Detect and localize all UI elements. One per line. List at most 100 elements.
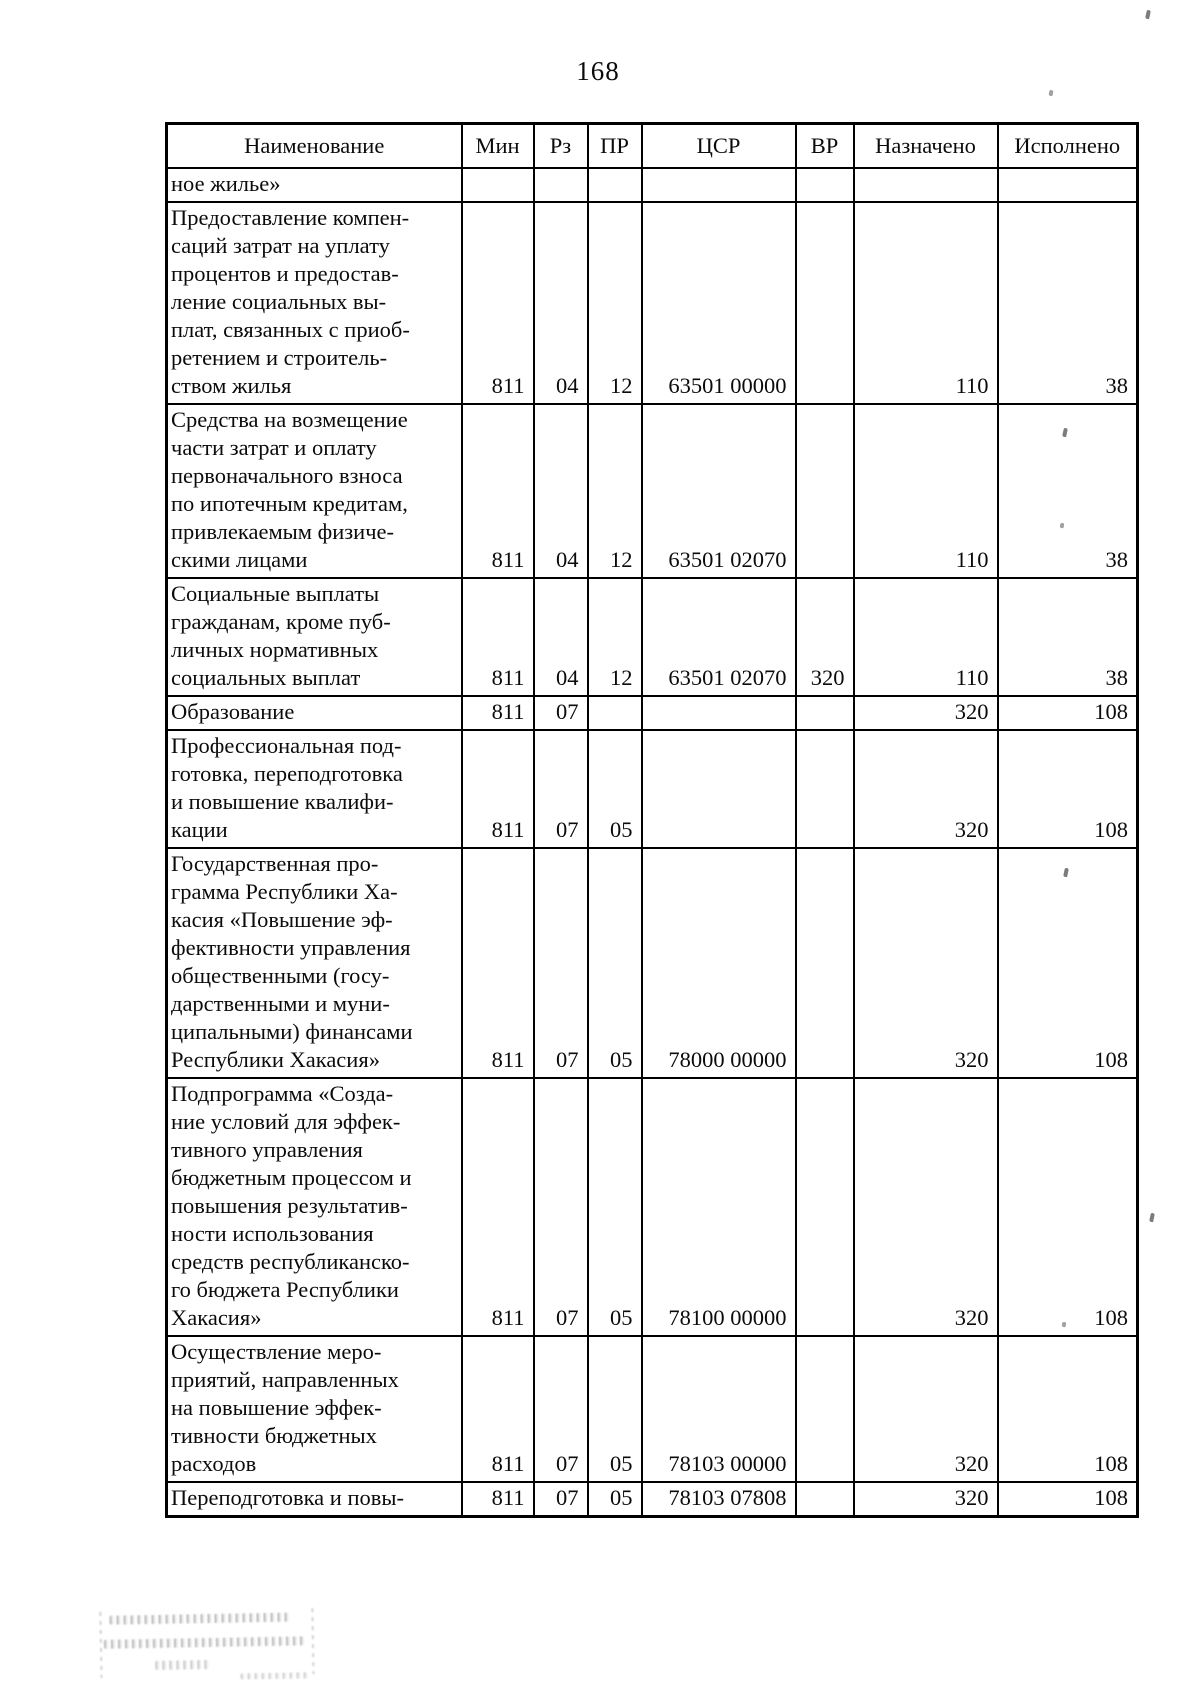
page-number: 168 (576, 56, 620, 86)
cell-min: 811 (460, 729, 535, 849)
cell-name: Социальные выплаты гражданам, кроме пуб-… (165, 577, 463, 697)
cell-name: ное жилье» (165, 167, 463, 203)
cell-name: Предоставление компен- саций затрат на у… (165, 201, 463, 405)
cell-assigned: 110 (852, 403, 999, 579)
cell-name: Профессиональная под- готовка, переподго… (165, 729, 463, 849)
stamp-line (103, 1636, 304, 1649)
cell-rz: 07 (532, 695, 589, 731)
table-row: ное жилье» (165, 167, 1139, 203)
column-header-executed: Исполнено (996, 122, 1139, 169)
cell-assigned: 320 (852, 729, 999, 849)
cell-csr: 63501 02070 (640, 577, 797, 697)
cell-pr: 12 (586, 403, 643, 579)
stamp-line (240, 1672, 311, 1680)
cell-executed: 38 (996, 403, 1139, 579)
cell-pr: 05 (586, 729, 643, 849)
cell-assigned: 110 (852, 201, 999, 405)
cell-rz: 04 (532, 577, 589, 697)
cell-min: 811 (460, 577, 535, 697)
stamp-line (155, 1659, 211, 1670)
cell-rz (532, 167, 589, 203)
table-body: ное жилье» Предоставление компен- саций … (165, 167, 1139, 1518)
cell-executed: 108 (996, 1335, 1139, 1483)
cell-rz: 07 (532, 847, 589, 1079)
cell-vr: 320 (794, 577, 855, 697)
cell-executed (996, 167, 1139, 203)
cell-assigned: 320 (852, 1335, 999, 1483)
cell-min: 811 (460, 1077, 535, 1337)
cell-csr: 78103 07808 (640, 1481, 797, 1518)
cell-name: Средства на возмещение части затрат и оп… (165, 403, 463, 579)
cell-min: 811 (460, 201, 535, 405)
cell-rz: 07 (532, 729, 589, 849)
cell-assigned: 320 (852, 1481, 999, 1518)
table-row: Социальные выплаты гражданам, кроме пуб-… (165, 577, 1139, 697)
cell-min: 811 (460, 1335, 535, 1483)
cell-assigned: 320 (852, 847, 999, 1079)
cell-pr: 05 (586, 847, 643, 1079)
cell-executed: 38 (996, 201, 1139, 405)
cell-pr: 12 (586, 577, 643, 697)
cell-vr (794, 695, 855, 731)
cell-csr (640, 167, 797, 203)
cell-executed: 108 (996, 1077, 1139, 1337)
cell-csr: 63501 02070 (640, 403, 797, 579)
cell-vr (794, 729, 855, 849)
column-header-rz: Рз (532, 122, 589, 169)
cell-min: 811 (460, 1481, 535, 1518)
cell-csr: 78000 00000 (640, 847, 797, 1079)
cell-pr (586, 167, 643, 203)
cell-executed: 108 (996, 695, 1139, 731)
cell-name: Государственная про- грамма Республики Х… (165, 847, 463, 1079)
cell-rz: 07 (532, 1077, 589, 1337)
cell-executed: 108 (996, 1481, 1139, 1518)
cell-vr (794, 847, 855, 1079)
cell-vr (794, 1335, 855, 1483)
cell-min (460, 167, 535, 203)
table-row: Подпрограмма «Созда- ние условий для эфф… (165, 1077, 1139, 1337)
cell-csr: 78103 00000 (640, 1335, 797, 1483)
scan-speck (1048, 89, 1054, 97)
table-row: Осуществление меро- приятий, направленны… (165, 1335, 1139, 1483)
scan-speck (1149, 1212, 1155, 1223)
stamp-line (109, 1612, 290, 1625)
cell-name: Подпрограмма «Созда- ние условий для эфф… (165, 1077, 463, 1337)
cell-name: Образование (165, 695, 463, 731)
column-header-csr: ЦСР (640, 122, 797, 169)
cell-rz: 07 (532, 1335, 589, 1483)
column-header-assigned: Назначено (852, 122, 999, 169)
table-row: Образование 811 07 320 108 (165, 695, 1139, 731)
table-header-row: Наименование Мин Рз ПР ЦСР ВР Назначено … (165, 122, 1139, 169)
cell-assigned: 110 (852, 577, 999, 697)
faint-stamp (99, 1606, 318, 1688)
cell-vr (794, 1077, 855, 1337)
cell-executed: 108 (996, 847, 1139, 1079)
column-header-vr: ВР (794, 122, 855, 169)
cell-name: Осуществление меро- приятий, направленны… (165, 1335, 463, 1483)
cell-csr: 78100 00000 (640, 1077, 797, 1337)
column-header-min: Мин (460, 122, 535, 169)
cell-vr (794, 1481, 855, 1518)
cell-min: 811 (460, 847, 535, 1079)
cell-name: Переподготовка и повы- (165, 1481, 463, 1518)
cell-vr (794, 167, 855, 203)
table-row: Предоставление компен- саций затрат на у… (165, 201, 1139, 405)
cell-pr: 12 (586, 201, 643, 405)
cell-min: 811 (460, 695, 535, 731)
stamp-edge (99, 1611, 103, 1678)
cell-vr (794, 201, 855, 405)
cell-assigned (852, 167, 999, 203)
cell-assigned: 320 (852, 695, 999, 731)
cell-rz: 07 (532, 1481, 589, 1518)
column-header-name: Наименование (165, 122, 463, 169)
cell-min: 811 (460, 403, 535, 579)
cell-pr: 05 (586, 1335, 643, 1483)
cell-assigned: 320 (852, 1077, 999, 1337)
table-row: Государственная про- грамма Республики Х… (165, 847, 1139, 1079)
cell-csr (640, 695, 797, 731)
table-row: Средства на возмещение части затрат и оп… (165, 403, 1139, 579)
cell-pr: 05 (586, 1481, 643, 1518)
scan-speck (1145, 9, 1151, 20)
cell-pr (586, 695, 643, 731)
budget-table: Наименование Мин Рз ПР ЦСР ВР Назначено … (165, 122, 1139, 1518)
